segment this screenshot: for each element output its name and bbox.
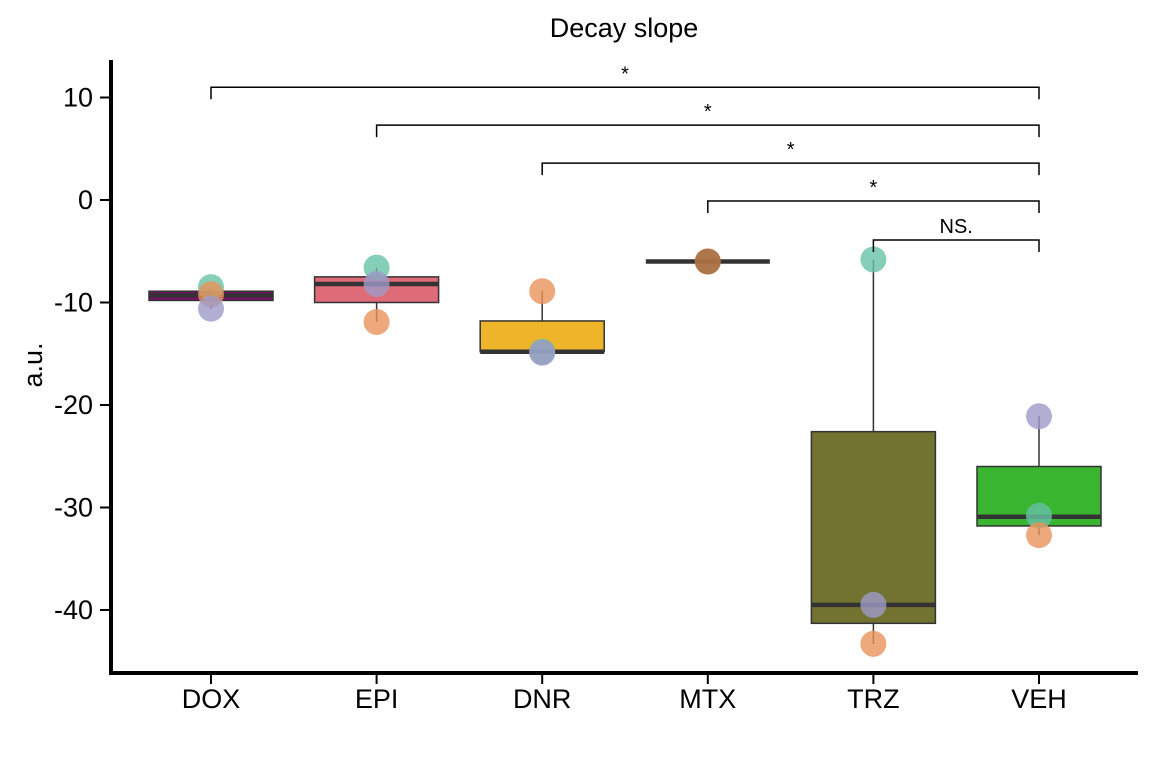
- y-tick-label: -10: [54, 288, 93, 318]
- x-tick-label: VEH: [1011, 684, 1067, 714]
- data-point-veh: [1026, 403, 1052, 430]
- data-point-dox: [198, 295, 224, 322]
- data-point-dnr: [529, 278, 556, 305]
- significance-bracket: [375, 124, 1040, 138]
- significance-bracket: [210, 86, 1040, 100]
- data-point-veh: [1026, 502, 1052, 529]
- y-axis-title: a.u.: [18, 342, 48, 387]
- box-trz: [810, 430, 937, 625]
- x-tick-label: MTX: [679, 684, 736, 714]
- x-tick-label: TRZ: [847, 684, 899, 714]
- significance-label: *: [621, 63, 629, 85]
- data-point-trz: [860, 246, 887, 273]
- data-point-epi: [363, 308, 390, 335]
- significance-bracket: [872, 239, 1040, 252]
- x-tick-label: DOX: [182, 684, 241, 714]
- y-tick-label: -20: [54, 390, 93, 420]
- x-tick-label: EPI: [355, 684, 399, 714]
- significance-label: NS.: [940, 216, 973, 238]
- data-point-epi: [363, 271, 390, 298]
- x-tick-label: DNR: [513, 684, 572, 714]
- data-point-mtx: [694, 248, 721, 275]
- data-point-veh: [1026, 522, 1052, 549]
- y-tick-label: -30: [54, 493, 93, 523]
- significance-label: *: [870, 177, 878, 199]
- plot-area: 10 0 -10 -20 -30 -40 DOX EPI DNR MTX TRZ VEH * * * * NS.: [54, 60, 1138, 714]
- data-point-dnr: [529, 339, 556, 366]
- significance-label: *: [704, 101, 712, 123]
- data-point-trz: [860, 591, 887, 618]
- significance-bracket: [707, 200, 1040, 214]
- significance-label: *: [787, 139, 795, 161]
- data-point-trz: [860, 630, 887, 657]
- y-tick-label: 0: [78, 185, 93, 215]
- y-tick-label: -40: [54, 595, 93, 625]
- chart-title: Decay slope: [550, 13, 699, 43]
- y-tick-label: 10: [63, 83, 93, 113]
- significance-bracket: [541, 162, 1040, 176]
